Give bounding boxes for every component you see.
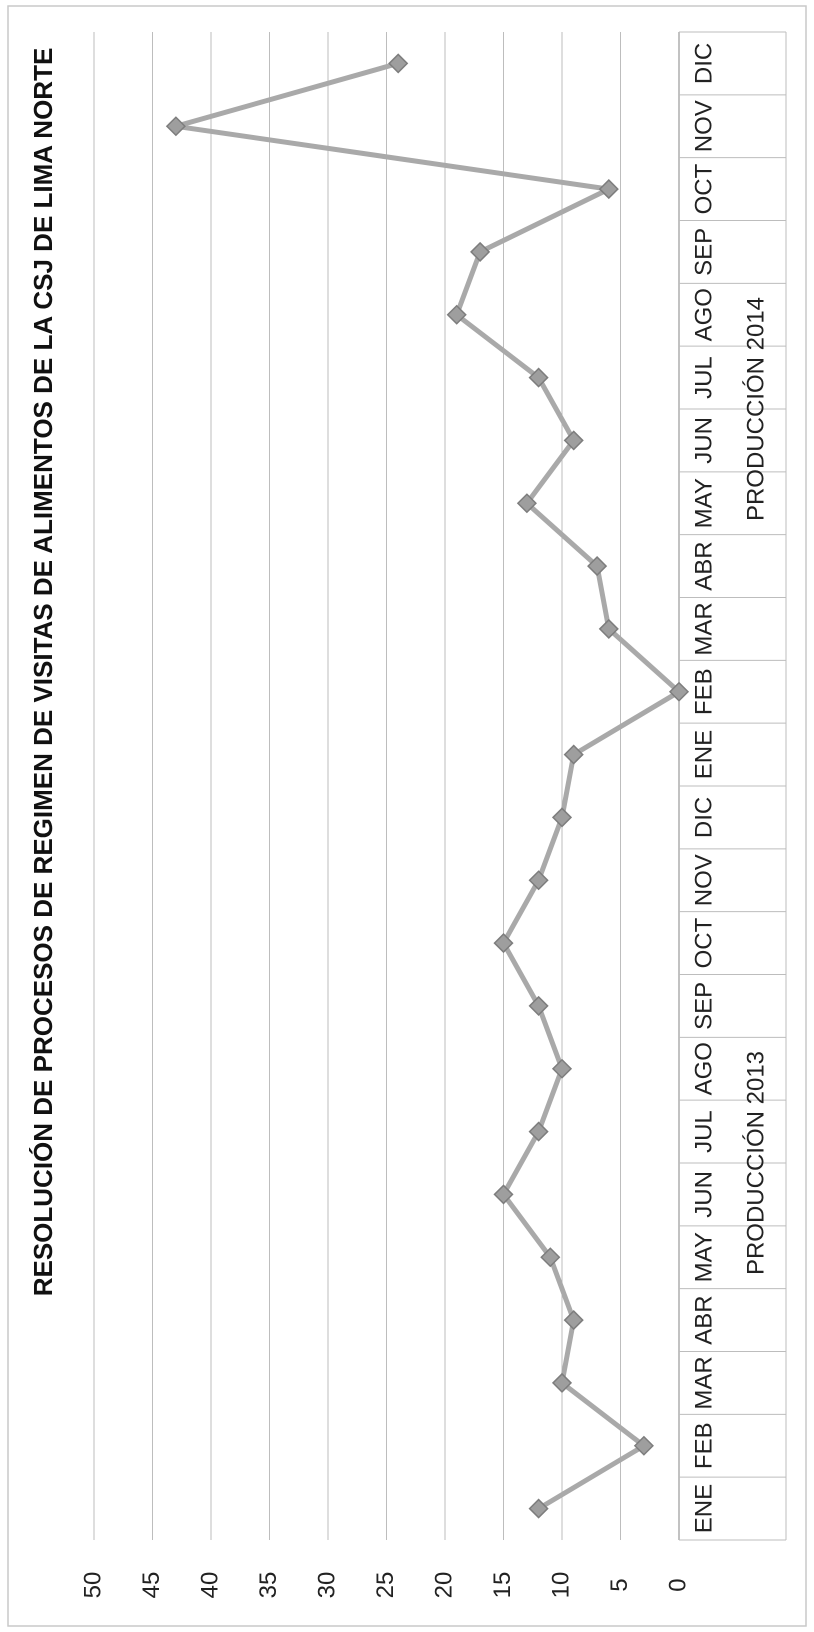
x-tick-label: FEB [690,668,717,715]
y-tick-label: 30 [313,1572,340,1599]
y-tick-label: 15 [489,1572,516,1599]
data-point [551,807,573,828]
x-tick-label: DIC [690,797,717,838]
gridlines [93,32,680,1540]
series-line [173,60,682,1512]
data-point [493,1184,514,1205]
y-tick-label: 20 [430,1572,457,1599]
data-point [633,1435,654,1456]
x-group-label: PRODUCCIÓN 2014 [742,297,769,521]
x-tick-label: ENE [690,730,717,779]
x-tick-label: NOV [690,100,717,152]
x-tick-label: SEP [690,982,717,1030]
data-point [563,1310,584,1331]
data-point [446,304,467,325]
data-point [516,493,537,514]
x-tick-label: OCT [690,917,717,968]
x-tick-label: MAY [690,478,717,528]
data-point [493,933,514,954]
data-point [563,430,584,451]
x-tick-label: OCT [690,163,717,214]
y-tick-label: 50 [79,1572,106,1599]
data-point [563,744,584,765]
series [165,53,690,1519]
y-tick-label: 5 [606,1578,633,1591]
data-point [528,367,549,388]
x-tick-label: NOV [690,854,717,906]
x-tick-label: ABR [690,1295,717,1344]
data-point [598,179,619,200]
x-tick-label: JUL [690,1110,717,1153]
x-tick-label: MAR [690,1356,717,1409]
x-tick-label: JUN [690,417,717,464]
x-axis-month-labels: ENE FEB MAR ABR MAY JUN JUL AGO SEP OCT NOV DIC ENE F… [690,43,717,1534]
x-tick-label: AGO [690,288,717,341]
data-point [551,1058,573,1079]
x-tick-label: JUN [690,1171,717,1218]
y-tick-label: 40 [196,1572,223,1599]
y-tick-label: 35 [255,1572,282,1599]
data-point [598,618,619,639]
y-tick-label: 10 [547,1572,574,1599]
data-point [388,53,409,74]
data-point [470,241,491,262]
x-group-label: PRODUCCIÓN 2013 [742,1051,769,1275]
x-tick-label: DIC [690,43,717,84]
title-group: RESOLUCIÓN DE PROCESOS DE REGIMEN DE VIS… [28,48,58,1297]
x-tick-label: FEB [690,1422,717,1469]
chart-frame [7,5,807,1627]
y-tick-label: 0 [664,1578,691,1591]
y-tick-label: 45 [138,1572,165,1599]
data-point [528,870,549,891]
y-axis-ticks: 0 5 10 15 20 25 30 35 40 45 50 [79,1572,691,1599]
data-point [165,116,186,137]
data-point [528,1498,549,1519]
data-point [528,1121,549,1142]
x-tick-label: MAR [690,602,717,655]
chart-title: RESOLUCIÓN DE PROCESOS DE REGIMEN DE VIS… [28,48,58,1297]
x-tick-label: SEP [690,228,717,276]
data-point [540,1247,561,1268]
x-tick-label: ABR [690,541,717,590]
y-tick-label: 25 [372,1572,399,1599]
x-tick-label: JUL [690,356,717,399]
data-point [551,1372,573,1393]
data-point [668,681,690,702]
data-point [528,995,549,1016]
data-point [587,556,608,577]
x-tick-label: AGO [690,1042,717,1095]
axes [679,31,787,1541]
x-axis-group-labels: PRODUCCIÓN 2013 PRODUCCIÓN 2014 [742,297,769,1275]
x-tick-label: ENE [690,1484,717,1533]
x-tick-label: MAY [690,1232,717,1282]
